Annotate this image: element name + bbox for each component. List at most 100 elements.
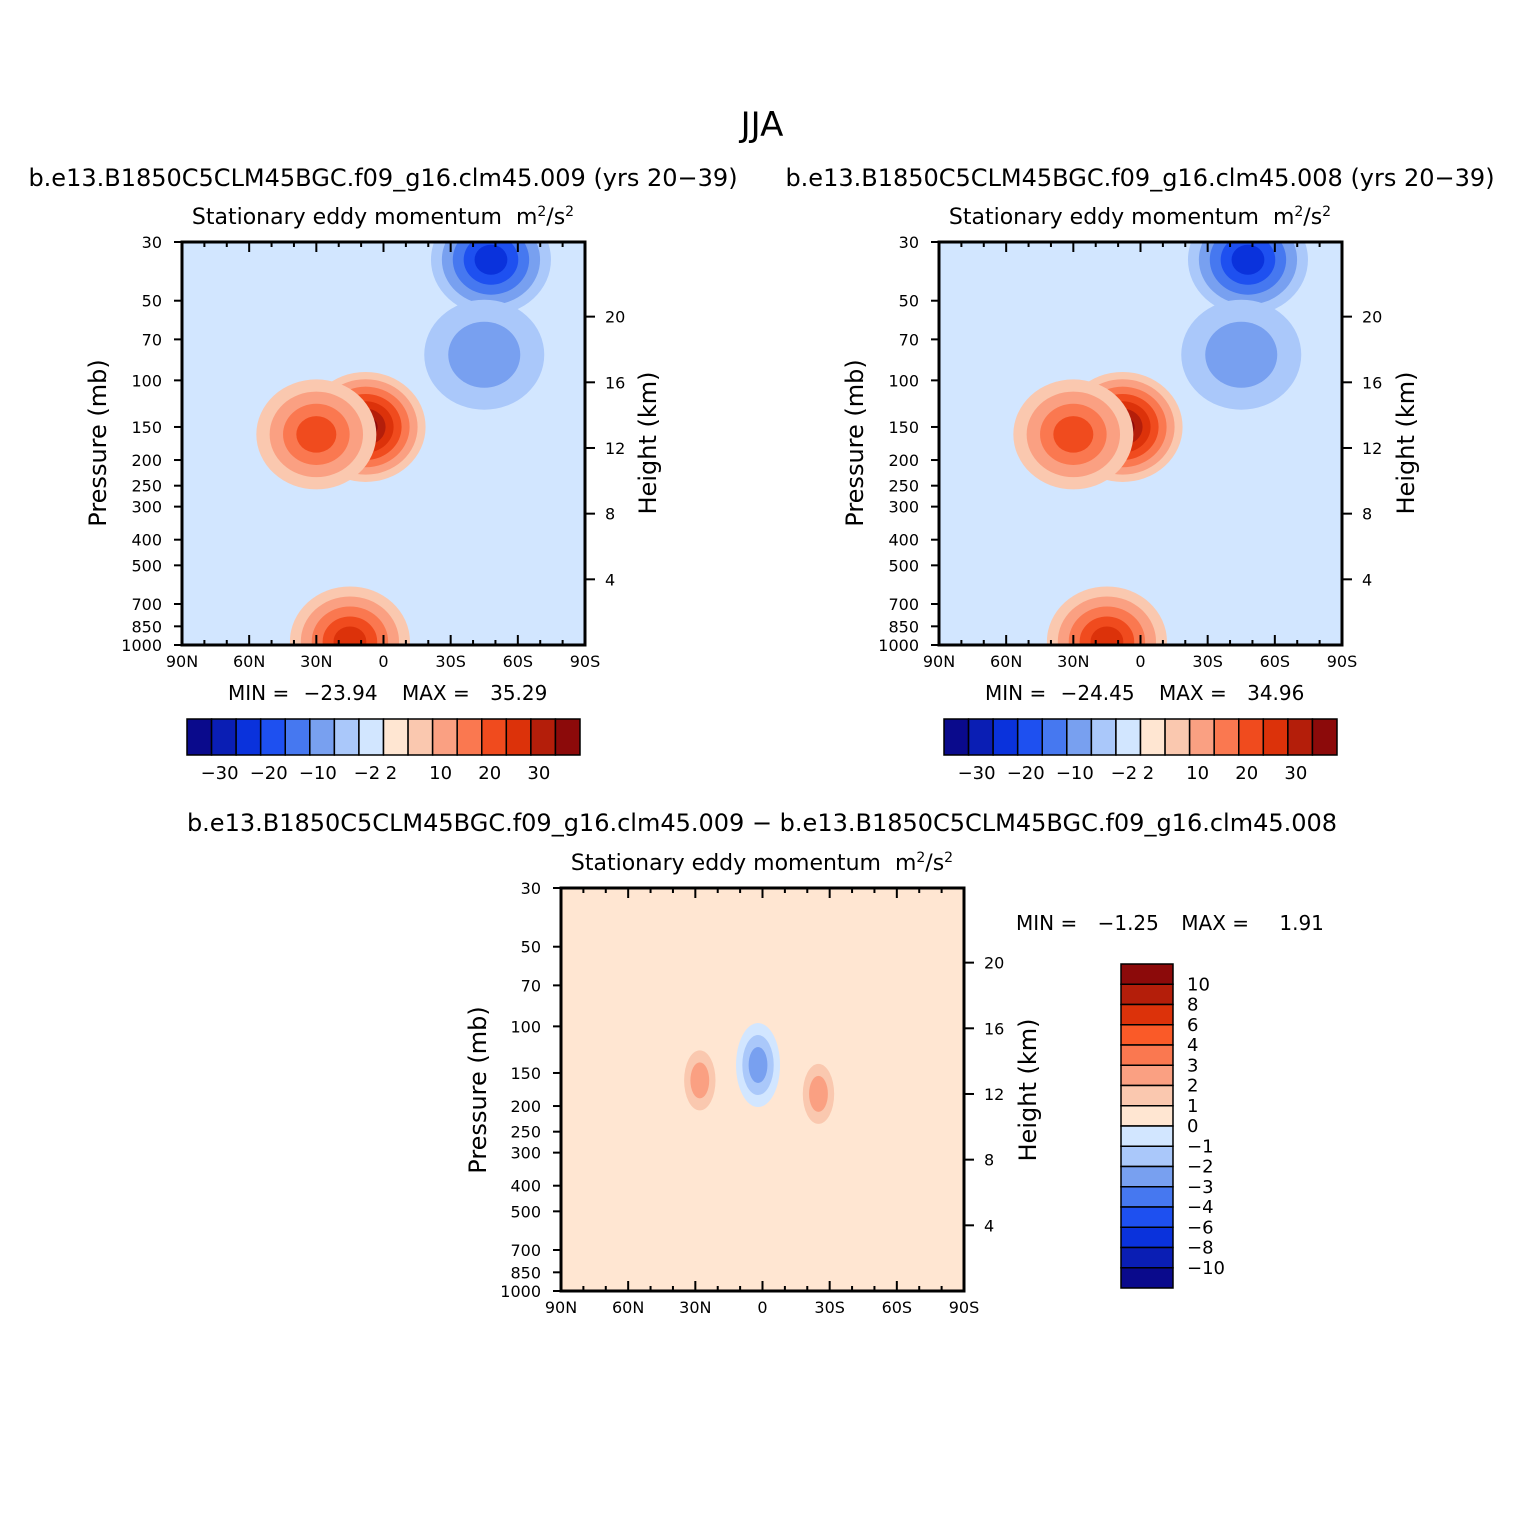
- colorbar-label: −4: [1187, 1197, 1214, 1218]
- colorbar-label: 0: [1187, 1116, 1198, 1137]
- colorbar-swatch: [235, 718, 262, 756]
- x-tick-label: 60N: [233, 652, 265, 671]
- case-title: b.e13.B1850C5CLM45BGC.f09_g16.clm45.009 …: [28, 164, 737, 192]
- x-tick-label: 30N: [1057, 652, 1089, 671]
- colorbar-swatch: [943, 718, 970, 756]
- contour-field: [939, 242, 1342, 645]
- colorbar-swatch: [1120, 1084, 1174, 1107]
- colorbar-swatch: [1115, 718, 1142, 756]
- y-tick-label: 150: [131, 418, 162, 437]
- colorbar-swatch: [505, 718, 532, 756]
- y2-tick-label: 16: [605, 373, 625, 392]
- y2-tick-label: 12: [984, 1085, 1004, 1104]
- x-tick-label: 0: [1135, 652, 1145, 671]
- y2-tick-label: 8: [605, 505, 615, 524]
- min-max-readout: MIN = −1.25 MAX = 1.91: [1016, 911, 1324, 935]
- contour-field: [561, 888, 964, 1291]
- x-tick-label: 0: [378, 652, 388, 671]
- min-value: −1.25: [1098, 911, 1159, 935]
- contour-blob-4-level-4: [333, 626, 367, 645]
- colorbar-label: 3: [1187, 1055, 1198, 1076]
- y-tick-label: 700: [131, 595, 162, 614]
- colorbar-swatch: [1120, 1267, 1174, 1289]
- colorbar-swatch: [1164, 718, 1191, 756]
- colorbar-swatch: [456, 718, 483, 756]
- y2-tick-label: 8: [1362, 505, 1372, 524]
- colorbar-swatch: [554, 718, 581, 756]
- colorbar-swatch: [530, 718, 557, 756]
- colorbar-swatch: [1188, 718, 1215, 756]
- y-tick-label: 100: [888, 371, 919, 390]
- colorbar-label: −2: [1111, 763, 1138, 784]
- colorbar-swatch: [1238, 718, 1265, 756]
- panel-case-009: b.e13.B1850C5CLM45BGC.f09_g16.clm45.009 …: [28, 164, 737, 784]
- colorbar-label: −3: [1187, 1177, 1214, 1198]
- colorbar-label: 30: [1284, 763, 1307, 784]
- y-tick-label: 300: [888, 498, 919, 517]
- contour-blob-4-level-4: [1090, 626, 1124, 645]
- colorbar-label: 8: [1187, 995, 1198, 1016]
- colorbar-swatch: [210, 718, 237, 756]
- colorbar-label: −6: [1187, 1217, 1214, 1238]
- x-tick-label: 30N: [300, 652, 332, 671]
- panel-difference: b.e13.B1850C5CLM45BGC.f09_g16.clm45.009 …: [187, 809, 1337, 1317]
- y-tick-label: 250: [888, 477, 919, 496]
- max-label: MAX =: [402, 681, 470, 705]
- colorbar-swatch: [284, 718, 311, 756]
- contour-blob-3-level-1: [1205, 321, 1278, 388]
- colorbar-swatch: [1120, 1206, 1174, 1228]
- y-tick-label: 250: [510, 1123, 541, 1142]
- x-tick-label: 90S: [570, 652, 601, 671]
- plot-title: Stationary eddy momentum m2/s2: [192, 204, 574, 230]
- y2-tick-label: 8: [984, 1151, 994, 1170]
- colorbar-swatch: [1120, 963, 1174, 985]
- contour-blob-2-level-2: [809, 1075, 828, 1112]
- colorbar-swatch: [259, 718, 286, 756]
- y-tick-label: 150: [510, 1064, 541, 1083]
- y-tick-label: 200: [510, 1097, 541, 1116]
- contour-blob-1-level-2: [748, 1047, 768, 1084]
- colorbar-swatch: [1120, 1186, 1174, 1208]
- y-tick-label: 850: [131, 617, 162, 636]
- case-title: b.e13.B1850C5CLM45BGC.f09_g16.clm45.009 …: [187, 809, 1337, 837]
- y2-tick-label: 4: [984, 1216, 994, 1235]
- colorbar-label: −30: [201, 763, 239, 784]
- contour-blob-1-level-3: [1053, 416, 1094, 453]
- colorbar: −30 −20 −10 −2 2 10 20 30: [943, 718, 1338, 784]
- colorbar-swatch: [992, 718, 1019, 756]
- min-value: −24.45: [1061, 681, 1135, 705]
- colorbar-swatch: [1016, 718, 1043, 756]
- colorbar-swatch: [481, 718, 508, 756]
- y2-axis-label: Height (km): [634, 372, 662, 515]
- figure-title: JJA: [739, 105, 784, 145]
- y-tick-label: 200: [888, 451, 919, 470]
- colorbar-swatch: [1120, 1246, 1174, 1269]
- colorbar-swatch: [1090, 718, 1117, 756]
- contour-blob-2-level-4: [474, 244, 508, 275]
- colorbar-label: −20: [1007, 763, 1045, 784]
- x-tick-label: 60S: [503, 652, 534, 671]
- colorbar-label: 2: [386, 763, 397, 784]
- x-tick-label: 90S: [1327, 652, 1358, 671]
- y-tick-label: 30: [142, 233, 162, 252]
- min-value: −23.94: [304, 681, 378, 705]
- y-tick-label: 1000: [121, 636, 162, 655]
- colorbar-label: −10: [1187, 1258, 1225, 1279]
- y2-tick-label: 16: [984, 1019, 1004, 1038]
- y-tick-label: 400: [510, 1177, 541, 1196]
- colorbar-swatch: [1311, 718, 1338, 756]
- y-tick-label: 50: [142, 292, 162, 311]
- colorbar-swatch: [333, 718, 360, 756]
- y-tick-label: 500: [888, 556, 919, 575]
- y-tick-label: 100: [510, 1017, 541, 1036]
- colorbar-label: −10: [1056, 763, 1094, 784]
- y-tick-label: 300: [510, 1144, 541, 1163]
- y-tick-label: 500: [131, 556, 162, 575]
- max-label: MAX =: [1181, 911, 1249, 935]
- colorbar-label: −1: [1187, 1136, 1214, 1157]
- x-tick-label: 60S: [882, 1298, 913, 1317]
- colorbar-swatch: [1139, 718, 1166, 756]
- colorbar-swatch: [1287, 718, 1314, 756]
- colorbar-label: 2: [1143, 763, 1154, 784]
